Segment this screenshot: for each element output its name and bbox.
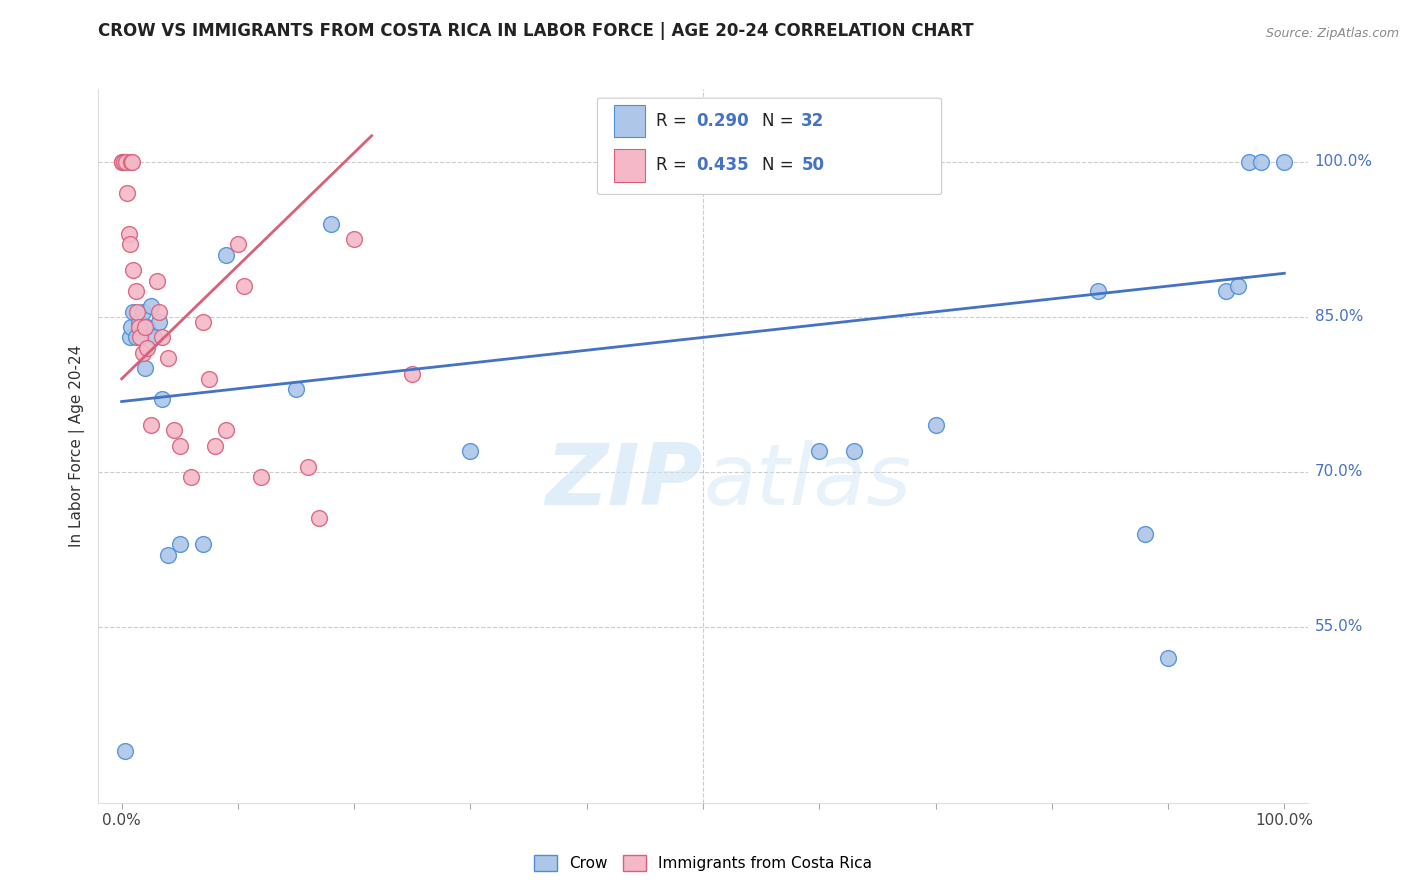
Text: 100.0%: 100.0% <box>1315 154 1372 169</box>
Point <box>297 459 319 474</box>
Point <box>215 248 238 262</box>
Text: 0.290: 0.290 <box>696 112 748 129</box>
Point <box>1250 154 1272 169</box>
Point <box>120 320 142 334</box>
Text: N =: N = <box>762 156 799 174</box>
Point <box>114 744 136 758</box>
Point <box>122 304 145 318</box>
Point <box>204 439 226 453</box>
Text: 85.0%: 85.0% <box>1315 310 1362 324</box>
Legend: Crow, Immigrants from Costa Rica: Crow, Immigrants from Costa Rica <box>527 849 879 877</box>
Text: 70.0%: 70.0% <box>1315 465 1362 479</box>
Point <box>1087 284 1109 298</box>
Point <box>150 392 173 407</box>
Point <box>157 351 180 365</box>
Point <box>226 237 249 252</box>
Point <box>1133 527 1156 541</box>
Text: ZIP: ZIP <box>546 440 703 524</box>
Point <box>1157 651 1180 665</box>
Point <box>120 154 142 169</box>
Text: CROW VS IMMIGRANTS FROM COSTA RICA IN LABOR FORCE | AGE 20-24 CORRELATION CHART: CROW VS IMMIGRANTS FROM COSTA RICA IN LA… <box>98 22 974 40</box>
Point <box>145 273 167 287</box>
Point <box>250 470 273 484</box>
Point <box>128 320 150 334</box>
Point <box>285 382 308 396</box>
Point <box>134 361 156 376</box>
Point <box>180 470 202 484</box>
Point <box>136 320 159 334</box>
Point <box>117 186 139 200</box>
Point <box>139 418 162 433</box>
Point <box>198 372 221 386</box>
Text: R =: R = <box>657 156 693 174</box>
Point <box>131 346 153 360</box>
Point <box>111 154 134 169</box>
Point <box>343 232 366 246</box>
Point <box>163 424 186 438</box>
Point <box>134 320 156 334</box>
Text: 55.0%: 55.0% <box>1315 619 1362 634</box>
Point <box>232 278 254 293</box>
Point <box>191 315 214 329</box>
Point <box>401 367 423 381</box>
Point <box>118 330 141 344</box>
Point <box>124 284 146 298</box>
Y-axis label: In Labor Force | Age 20-24: In Labor Force | Age 20-24 <box>69 345 84 547</box>
Point <box>1215 284 1237 298</box>
Text: N =: N = <box>762 112 799 129</box>
Point <box>118 227 141 241</box>
Point <box>157 548 180 562</box>
Text: 50: 50 <box>801 156 824 174</box>
Point <box>124 330 146 344</box>
Point <box>924 418 946 433</box>
Point <box>128 315 150 329</box>
Point <box>143 330 166 344</box>
Point <box>111 154 134 169</box>
Point <box>148 315 170 329</box>
Point <box>131 304 153 318</box>
Point <box>148 304 170 318</box>
Point <box>1226 278 1249 293</box>
Point <box>1239 154 1261 169</box>
Point <box>319 217 342 231</box>
Point <box>118 237 141 252</box>
Point <box>842 444 865 458</box>
Text: 32: 32 <box>801 112 824 129</box>
Point <box>308 511 330 525</box>
Point <box>1272 154 1295 169</box>
Point <box>169 537 191 551</box>
Point <box>460 444 482 458</box>
Text: Source: ZipAtlas.com: Source: ZipAtlas.com <box>1265 27 1399 40</box>
Point <box>150 330 173 344</box>
Point <box>169 439 191 453</box>
Point <box>808 444 831 458</box>
Text: atlas: atlas <box>703 440 911 524</box>
Point <box>125 304 148 318</box>
Point <box>191 537 214 551</box>
Point <box>115 154 138 169</box>
Text: 0.435: 0.435 <box>696 156 748 174</box>
Point <box>129 330 152 344</box>
Text: R =: R = <box>657 112 693 129</box>
Point <box>215 424 238 438</box>
Point <box>139 299 162 313</box>
Point <box>112 154 135 169</box>
Point <box>121 154 143 169</box>
Point <box>136 341 159 355</box>
Point <box>122 263 145 277</box>
